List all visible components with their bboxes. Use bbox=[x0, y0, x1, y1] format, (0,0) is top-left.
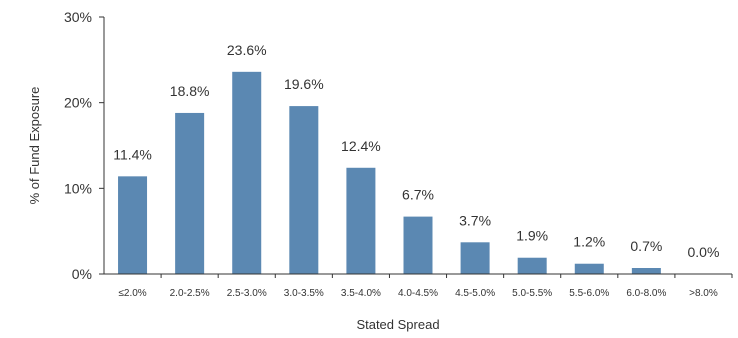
x-axis-category-labels: ≤2.0% 2.0-2.5% 2.5-3.0% 3.0-3.5% 3.5-4.0% 4.0… bbox=[118, 274, 733, 299]
bar bbox=[517, 257, 547, 274]
bar bbox=[631, 268, 661, 274]
data-label: 0.0% bbox=[687, 244, 719, 260]
data-label: 0.7% bbox=[630, 238, 662, 254]
data-label: 23.6% bbox=[227, 42, 267, 58]
y-tick-label: 20% bbox=[64, 95, 92, 111]
x-tick-label: 2.0-2.5% bbox=[170, 288, 210, 299]
bar bbox=[289, 106, 319, 275]
x-tick-label: 5.5-6.0% bbox=[569, 288, 609, 299]
bar bbox=[346, 167, 376, 274]
x-tick-label: 4.5-5.0% bbox=[455, 288, 495, 299]
x-axis-title: Stated Spread bbox=[356, 317, 439, 332]
data-label: 18.8% bbox=[170, 83, 210, 99]
x-tick-label: 3.5-4.0% bbox=[341, 288, 381, 299]
y-tick-label: 10% bbox=[64, 180, 92, 196]
data-label: 19.6% bbox=[284, 76, 324, 92]
y-tick-label: 30% bbox=[64, 9, 92, 25]
bar bbox=[175, 112, 205, 275]
x-tick-label: 6.0-8.0% bbox=[626, 288, 666, 299]
data-label: 3.7% bbox=[459, 212, 491, 228]
bar bbox=[460, 242, 490, 274]
y-axis-ticks: 0% 10% 20% 30% bbox=[64, 9, 104, 282]
bar bbox=[118, 176, 148, 274]
bar bbox=[574, 263, 604, 274]
x-tick-label: ≤2.0% bbox=[118, 288, 146, 299]
bars bbox=[118, 71, 661, 275]
data-label: 12.4% bbox=[341, 138, 381, 154]
bar bbox=[403, 216, 433, 274]
x-tick-label: 3.0-3.5% bbox=[284, 288, 324, 299]
data-label: 1.9% bbox=[516, 228, 548, 244]
y-axis-title: % of Fund Exposure bbox=[27, 87, 42, 205]
y-tick-label: 0% bbox=[72, 266, 92, 282]
data-label: 11.4% bbox=[113, 146, 152, 162]
data-label: 6.7% bbox=[402, 187, 434, 203]
x-tick-label: 5.0-5.5% bbox=[512, 288, 552, 299]
x-tick-label: 4.0-4.5% bbox=[398, 288, 438, 299]
x-tick-label: 2.5-3.0% bbox=[227, 288, 267, 299]
data-label: 1.2% bbox=[573, 234, 605, 250]
x-tick-label: >8.0% bbox=[689, 288, 718, 299]
bar bbox=[232, 71, 262, 275]
data-labels: 11.4% 18.8% 23.6% 19.6% 12.4% 6.7% 3.7% 1.9% 1.2… bbox=[113, 42, 719, 260]
